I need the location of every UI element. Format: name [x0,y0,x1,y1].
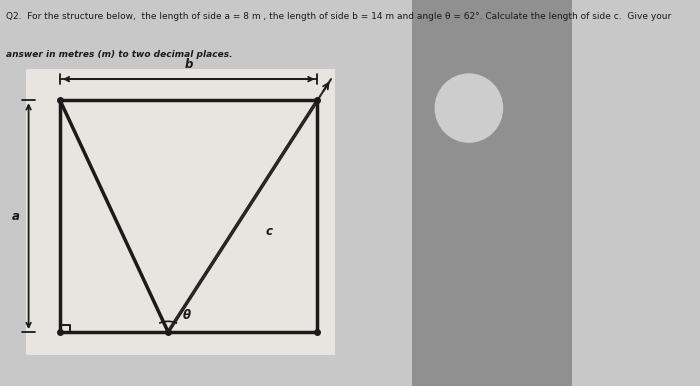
Text: answer in metres (m) to two decimal places.: answer in metres (m) to two decimal plac… [6,50,232,59]
Bar [412,0,572,386]
Text: Q2.  For the structure below,  the length of side a = 8 m , the length of side b: Q2. For the structure below, the length … [6,12,671,20]
Text: θ: θ [183,309,190,322]
Text: b: b [185,58,193,71]
Text: c: c [265,225,272,238]
Text: a: a [12,210,20,223]
Bar [26,69,335,355]
Ellipse shape [435,73,503,143]
